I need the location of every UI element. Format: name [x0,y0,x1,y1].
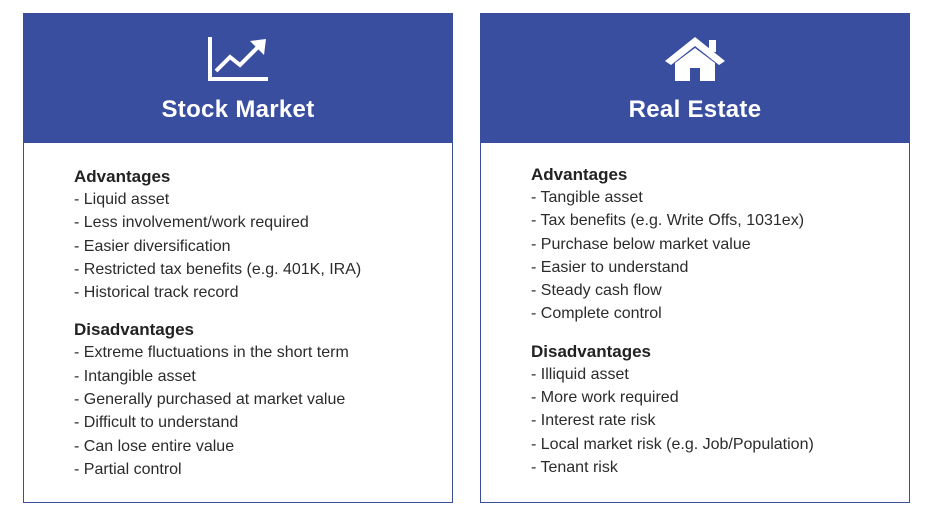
list-item: - Liquid asset [74,191,170,208]
real-estate-header: Real Estate [481,14,909,143]
disadvantages-heading: Disadvantages [531,341,651,361]
house-icon [665,37,725,81]
list-item: - Tangible asset [531,189,643,206]
list-item: - Local market risk (e.g. Job/Population… [531,435,814,453]
list-item: - Complete control [531,305,662,323]
list-item: - Can lose entire value [74,437,235,455]
card-title: Stock Market [161,96,315,123]
list-item: - More work required [531,389,679,407]
list-item: - Tenant risk [531,458,618,476]
list-item: - Less involvement/work required [74,214,309,232]
card-title: Real Estate [628,96,762,123]
list-item: - Interest rate risk [531,412,656,430]
list-item: - Extreme fluctuations in the short term [74,344,349,362]
disadvantages-heading: Disadvantages [74,320,194,340]
list-item: - Historical track record [74,284,239,302]
advantages-heading: Advantages [74,167,171,186]
list-item: - Difficult to understand [74,414,239,432]
advantages-heading: Advantages [531,165,628,184]
stock-market-header: Stock Market [24,14,452,143]
card-body: Advantages - Liquid asset - Less involve… [74,165,432,481]
list-item: - Illiquid asset [531,365,629,383]
trending-up-chart-icon [208,37,268,81]
list-item: - Easier to understand [531,258,689,276]
list-item: - Partial control [74,460,182,478]
list-item: - Easier diversification [74,237,231,255]
list-item: - Generally purchased at market value [74,391,346,409]
list-item: - Steady cash flow [531,282,662,300]
list-item: - Intangible asset [74,367,196,385]
card-body: Advantages - Tangible asset - Tax benefi… [531,163,889,479]
real-estate-card: Real Estate Advantages - Tangible asset … [480,13,910,503]
stock-market-card: Stock Market Advantages - Liquid asset -… [23,13,453,503]
list-item: - Restricted tax benefits (e.g. 401K, IR… [74,260,362,278]
list-item: - Tax benefits (e.g. Write Offs, 1031ex) [531,212,805,230]
list-item: - Purchase below market value [531,235,751,253]
